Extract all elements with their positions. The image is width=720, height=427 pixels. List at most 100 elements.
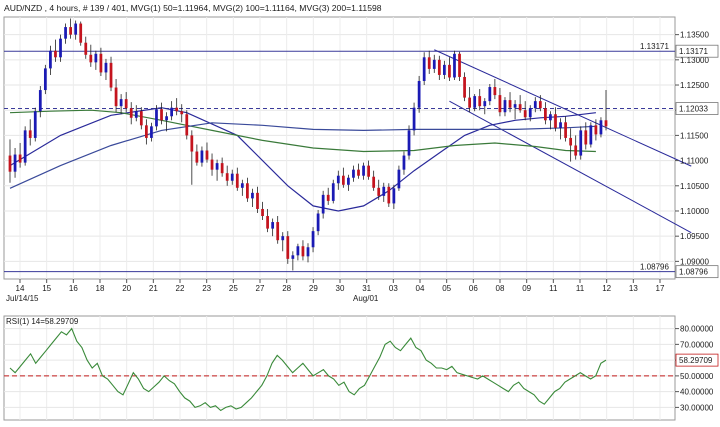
candle-body (407, 130, 411, 156)
candle-body (165, 116, 168, 121)
candle-body (175, 107, 179, 112)
rsi-line (9, 327, 607, 412)
candle-body (392, 188, 396, 204)
candle-body (301, 246, 305, 257)
header-mvg2: MVG(2) 100=1.11164 (213, 3, 295, 13)
rsi-label: RSI(1) 14=58.29709 (6, 317, 79, 326)
candle-body (160, 109, 163, 121)
candle-body (271, 222, 275, 229)
header-bar-info: # 139 / 401 (83, 3, 126, 13)
price-tick-label: 1.12500 (680, 81, 709, 90)
candle-body (251, 192, 254, 199)
x-tick-label: 31 (362, 284, 371, 293)
candle-body (230, 173, 234, 181)
candle-body (129, 108, 133, 118)
rsi-tick-label: 70.00000 (680, 340, 714, 349)
candle-body (538, 101, 542, 109)
x-tick-label: 11 (576, 284, 585, 293)
candle-body (225, 173, 229, 181)
candle-body (316, 213, 320, 232)
candle-body (422, 57, 426, 81)
candle-body (155, 109, 158, 127)
header-timeframe: 4 hours (49, 3, 78, 13)
candle-body (246, 183, 249, 199)
candle-body (261, 208, 264, 217)
candle-body (296, 246, 300, 256)
candle-body (336, 175, 340, 184)
x-tick-label: 08 (496, 284, 505, 293)
candle-body (589, 125, 593, 145)
header-symbol: AUD/NZD (4, 3, 42, 13)
candle-body (139, 111, 143, 126)
x-tick-label: 18 (96, 284, 105, 293)
candle-body (291, 255, 295, 259)
rsi-tick-label: 80.00000 (680, 325, 714, 334)
x-tick-label: 17 (656, 284, 665, 293)
candle-body (453, 53, 456, 78)
candle-body (185, 114, 189, 136)
price-tick-label: 1.11500 (680, 131, 709, 140)
candle-body (49, 50, 52, 69)
x-tick-label: 15 (42, 284, 51, 293)
price-tick-label: 1.09500 (680, 232, 709, 241)
price-level-inline-label: 1.13171 (640, 42, 669, 51)
candle-body (79, 23, 83, 43)
candle-body (528, 108, 532, 118)
price-tick-label: 1.13000 (680, 56, 709, 65)
candle-body (377, 187, 381, 196)
x-date-start: Jul/14/15 (6, 294, 39, 303)
candle-body (493, 87, 497, 96)
x-tick-label: 23 (202, 284, 211, 293)
price-level-inline-label: 1.08796 (640, 263, 669, 272)
candle-body (150, 126, 153, 138)
level-lines (4, 50, 675, 273)
candle-body (372, 176, 376, 188)
price-grid (4, 17, 675, 279)
candle-body (13, 154, 17, 172)
candle-body (134, 111, 138, 118)
candle-body (276, 222, 280, 241)
price-level-tag-box (675, 102, 719, 115)
candle-body (54, 50, 57, 58)
x-tick-label: 05 (442, 284, 451, 293)
candle-body (205, 150, 209, 160)
candle-body (104, 62, 108, 73)
candle-body (564, 122, 567, 138)
candle-body (463, 76, 466, 98)
candle-body (89, 54, 93, 63)
candle-body (417, 80, 421, 108)
candle-body (362, 165, 365, 176)
rsi-value-tag: 58.29709 (679, 356, 713, 365)
price-tick-label: 1.10500 (680, 182, 709, 191)
candle-body (594, 125, 598, 135)
candle-body (478, 96, 482, 107)
header-mvg1: MVG(1) 50=1.11964 (131, 3, 209, 13)
candle-body (503, 100, 507, 113)
price-tick-label: 1.10000 (680, 207, 709, 216)
candle-body (195, 151, 199, 163)
candle-body (144, 125, 148, 138)
x-tick-label: 20 (122, 284, 131, 293)
candle-body (200, 150, 204, 163)
candle-body (574, 145, 578, 156)
candle-body (402, 155, 406, 170)
candle-body (448, 64, 451, 78)
x-axis-ticks: 14 15 16 18 20 21 22 23 25 27 28 29 30 31 03 04 05 06 08 09… (16, 279, 665, 293)
rsi-value-tag-box (675, 353, 719, 367)
candle-body (119, 99, 123, 107)
candle-body (518, 104, 522, 111)
candle-body (397, 169, 401, 189)
candle-body (427, 57, 431, 69)
candle-body (437, 59, 441, 75)
candle-body (321, 194, 325, 214)
candle-body (559, 122, 562, 128)
candle-body (38, 90, 42, 112)
candle-body (599, 120, 603, 135)
candle-body (468, 97, 472, 108)
candle-body (569, 137, 573, 146)
candle-body (554, 114, 557, 128)
candle-body (256, 192, 259, 209)
candle-body (544, 108, 547, 121)
x-month-label: Aug/01 (353, 294, 379, 303)
